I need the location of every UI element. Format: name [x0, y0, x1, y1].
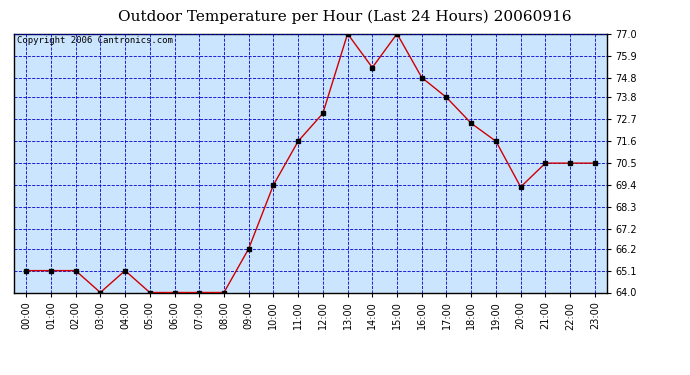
Text: Outdoor Temperature per Hour (Last 24 Hours) 20060916: Outdoor Temperature per Hour (Last 24 Ho… — [118, 9, 572, 24]
Text: Copyright 2006 Cantronics.com: Copyright 2006 Cantronics.com — [17, 36, 172, 45]
